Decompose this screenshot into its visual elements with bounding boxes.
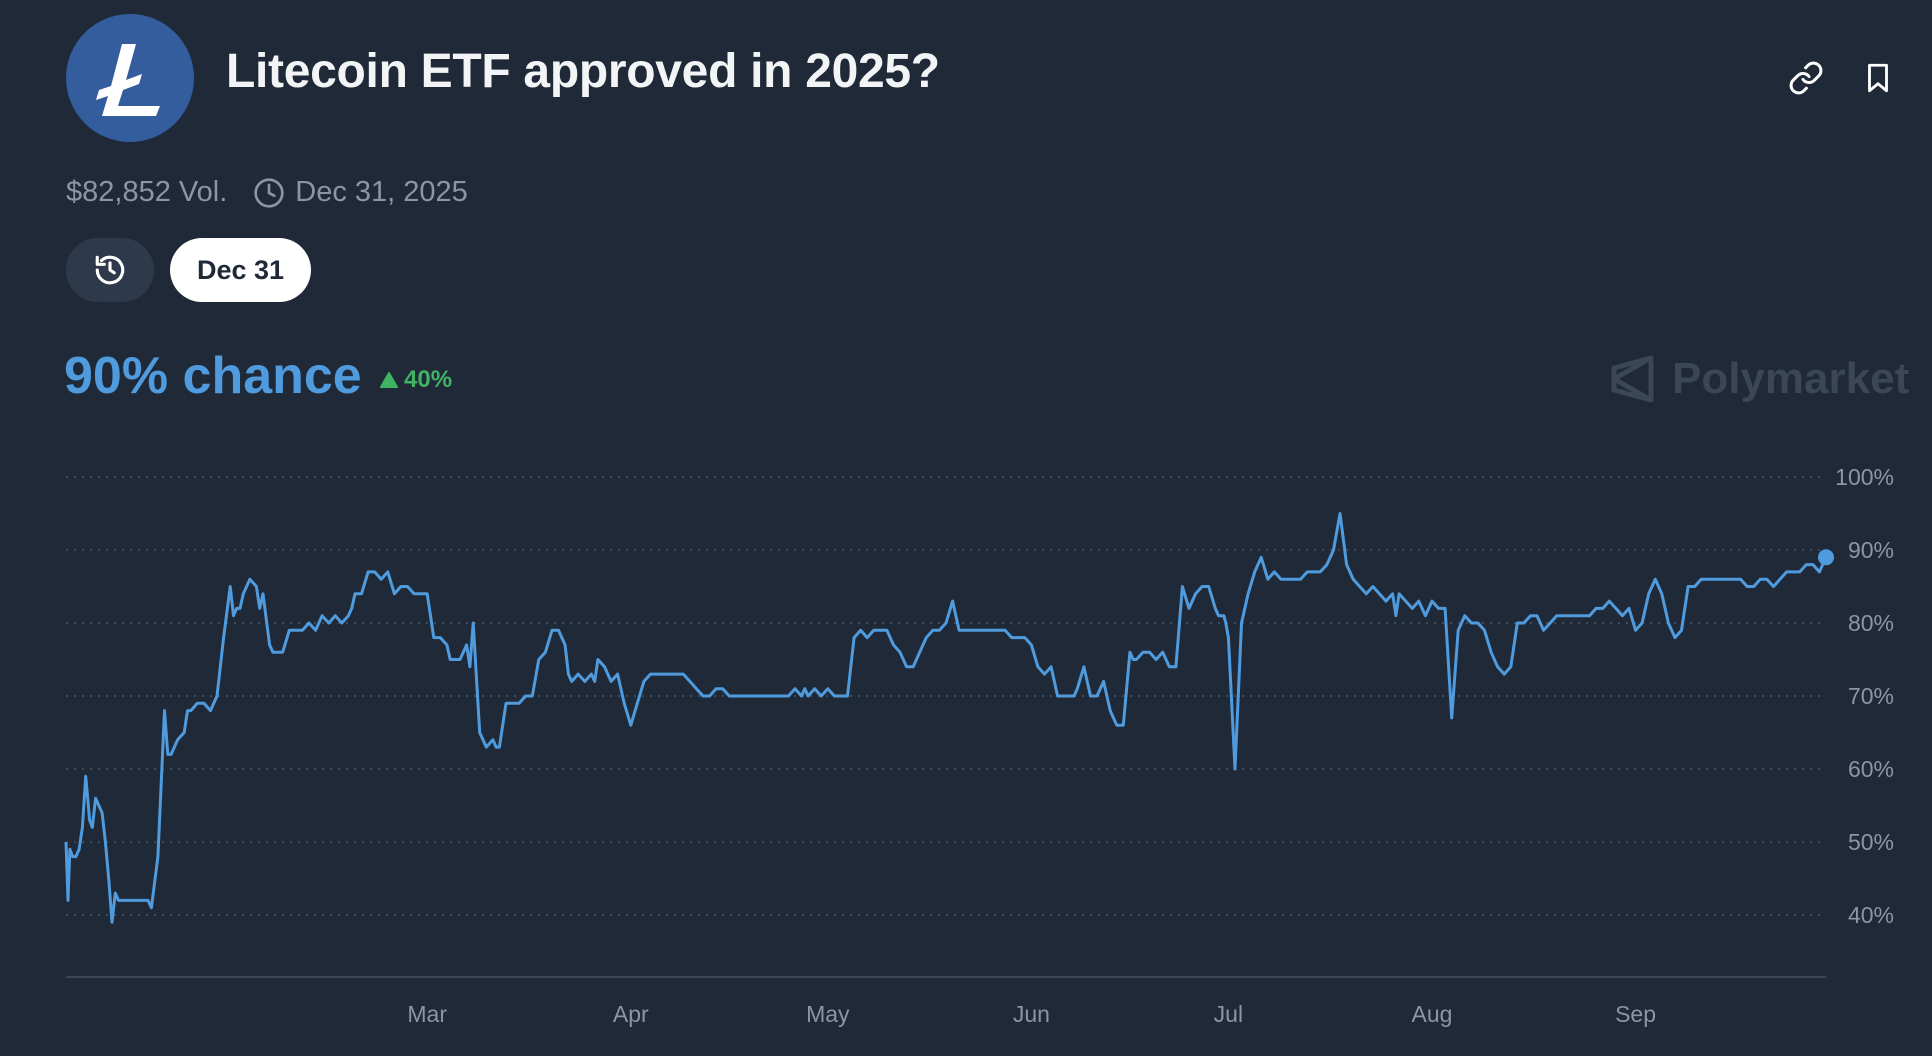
x-tick-label: Apr [613, 1001, 649, 1027]
y-tick-label: 70% [1848, 683, 1894, 709]
y-tick-label: 80% [1848, 610, 1894, 636]
x-tick-label: Mar [407, 1001, 447, 1027]
x-axis-labels: Mar Apr May Jun Jul Aug Sep [407, 1001, 1656, 1027]
triangle-up-icon [380, 372, 398, 388]
series-end-dot [1818, 549, 1834, 566]
x-tick-label: Sep [1615, 1001, 1656, 1027]
date-filter-pill[interactable]: Dec 31 [170, 238, 312, 302]
y-tick-label: 90% [1848, 537, 1894, 563]
x-tick-label: Aug [1412, 1001, 1453, 1027]
end-date: Dec 31, 2025 [253, 176, 468, 209]
y-tick-label: 100% [1835, 464, 1894, 490]
polymarket-watermark: Polymarket [1610, 354, 1909, 404]
change-value: 40% [404, 366, 453, 393]
y-tick-label: 50% [1848, 829, 1894, 855]
end-date-text: Dec 31, 2025 [295, 176, 468, 208]
litecoin-logo [66, 14, 194, 142]
link-icon[interactable] [1786, 58, 1826, 98]
x-tick-label: May [806, 1001, 850, 1027]
y-tick-label: 40% [1848, 902, 1894, 928]
y-axis-labels: 100% 90% 80% 70% 60% 50% 40% [1835, 464, 1894, 928]
y-tick-label: 60% [1848, 756, 1894, 782]
clock-icon [254, 177, 284, 208]
change-indicator: 40% [380, 366, 452, 394]
market-title: Litecoin ETF approved in 2025? [226, 45, 940, 98]
x-tick-label: Jun [1013, 1001, 1050, 1027]
history-button[interactable] [66, 238, 154, 302]
market-meta: $82,852 Vol. Dec 31, 2025 [66, 176, 468, 209]
history-icon [95, 255, 125, 285]
x-tick-label: Jul [1214, 1001, 1243, 1027]
chance-value: 90% chance [64, 347, 362, 405]
brand-name: Polymarket [1672, 354, 1910, 403]
bookmark-icon[interactable] [1858, 58, 1898, 98]
series-line [64, 512, 1828, 924]
polymarket-logo-icon [1611, 355, 1654, 403]
chart-grid [66, 476, 1826, 916]
litecoin-icon [96, 44, 160, 116]
volume-text: $82,852 Vol. [66, 176, 228, 208]
